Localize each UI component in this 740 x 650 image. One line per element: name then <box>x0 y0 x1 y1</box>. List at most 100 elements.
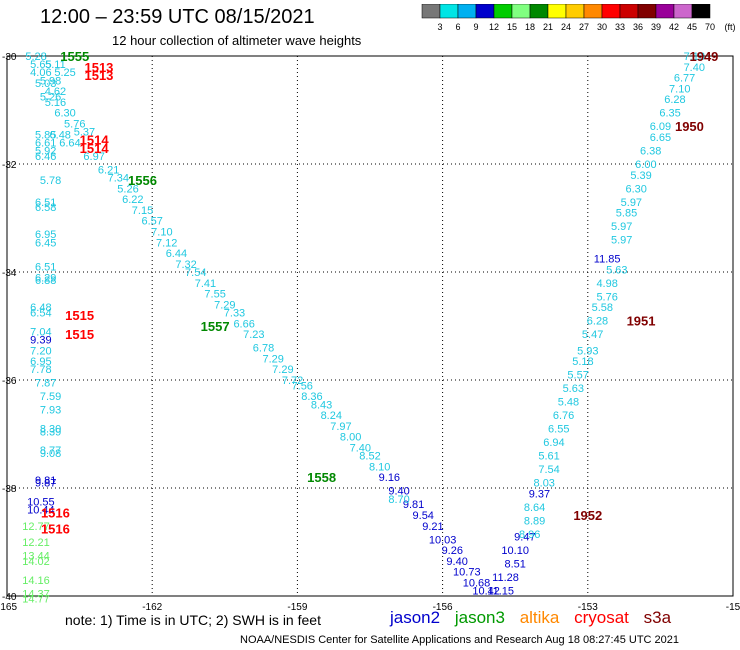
swh-value: 14.02 <box>22 556 50 568</box>
swh-value: 6.54 <box>30 308 51 320</box>
swh-value: 8.70 <box>388 494 409 506</box>
swh-value: 6.09 <box>650 121 671 133</box>
swh-value: 7.04 <box>30 326 51 338</box>
swh-value: 8.10 <box>369 461 390 473</box>
swh-value: 6.55 <box>548 424 569 436</box>
swh-value: 7.34 <box>108 173 129 185</box>
satellite-legend: jason2 jason3 altika cryosat s3a <box>390 608 681 628</box>
colorbar-label: 33 <box>615 22 625 32</box>
colorbar: 3 6 9 12 15 18 21 24 27 30 33 36 39 42 45 70 (ft) <box>421 4 736 32</box>
swh-value: 9.21 <box>422 521 443 533</box>
swh-value: 10.10 <box>501 545 529 557</box>
swh-value: 5.58 <box>592 302 613 314</box>
pass-label: 1515 <box>65 327 94 342</box>
swh-value: 5.61 <box>538 451 559 463</box>
swh-value: 5.97 <box>611 221 632 233</box>
swh-value: 10.03 <box>429 534 457 546</box>
pass-label: 1513 <box>84 60 113 75</box>
swh-value: 5.28 <box>25 51 46 63</box>
swh-value: 6.35 <box>659 108 680 120</box>
swh-value: 6.64 <box>59 137 80 149</box>
colorbar-label: 18 <box>525 22 535 32</box>
swh-value: 10.68 <box>463 578 491 590</box>
swh-value: 6.21 <box>98 164 119 176</box>
pass-label: 1514 <box>80 141 110 156</box>
swh-value: 7.40 <box>684 62 705 74</box>
swh-value: 5.93 <box>577 345 598 357</box>
colorbar-label: 3 <box>437 22 442 32</box>
pass-label: 1556 <box>128 173 157 188</box>
pass-label: 1951 <box>627 314 656 329</box>
swh-value: 8.64 <box>524 502 545 514</box>
swh-value: 5.25 <box>54 67 75 79</box>
swh-value: 6.78 <box>253 343 274 355</box>
swh-value: 7.55 <box>204 289 225 301</box>
swh-value: 10.73 <box>453 567 481 579</box>
lat-tick-label: -38 <box>2 484 17 495</box>
swh-value: 11.85 <box>594 254 621 266</box>
swh-value: 7.97 <box>330 421 351 433</box>
swh-value: 6.51 <box>35 197 56 209</box>
swh-value: 8.30 <box>40 424 61 436</box>
lon-tick-label: -153 <box>578 602 598 613</box>
legend-s3a: s3a <box>643 608 672 627</box>
pass-label: 1557 <box>201 319 230 334</box>
colorbar-label: 6 <box>455 22 460 32</box>
swh-value: 8.52 <box>359 451 380 463</box>
swh-value: 5.98 <box>40 75 61 87</box>
swh-value: 5.16 <box>45 97 66 109</box>
map-title: 12:00 – 23:59 UTC 08/15/2021 <box>40 6 315 28</box>
swh-value: 6.45 <box>35 237 56 249</box>
swh-value: 6.76 <box>553 410 574 422</box>
swh-value: 5.37 <box>74 127 95 139</box>
swh-value: 7.32 <box>175 259 196 271</box>
colorbar-label: 36 <box>633 22 643 32</box>
colorbar-label: 9 <box>473 22 478 32</box>
swh-value: 12.21 <box>22 537 50 549</box>
swh-value: 5.78 <box>40 175 61 187</box>
swh-value: 5.18 <box>572 356 593 368</box>
lat-tick-label: -30 <box>2 52 17 63</box>
swh-value: 6.00 <box>635 159 656 171</box>
swh-value: 6.48 <box>50 129 71 141</box>
swh-value: 6.65 <box>650 132 671 144</box>
swh-value: 6.22 <box>122 194 143 206</box>
swh-value: 7.41 <box>195 278 216 290</box>
swh-value: 5.11 <box>45 59 66 71</box>
colorbar-label: 27 <box>579 22 589 32</box>
swh-value: 8.43 <box>311 399 332 411</box>
swh-value: 6.28 <box>664 94 685 106</box>
swh-value: 10.55 <box>27 497 55 509</box>
swh-value: 5.85 <box>616 208 637 220</box>
legend-cryosat: cryosat <box>574 608 629 627</box>
swh-value: 4.06 <box>30 67 51 79</box>
colorbar-label: (ft) <box>725 22 736 32</box>
swh-value: 8.77 <box>40 445 61 457</box>
swh-value: 6.38 <box>640 146 661 158</box>
swh-value: 5.76 <box>596 291 617 303</box>
lon-tick-label: -15 <box>726 602 740 613</box>
colorbar-swatch <box>691 4 711 19</box>
swh-value: 7.15 <box>132 205 153 217</box>
lat-tick-label: -36 <box>2 376 17 387</box>
swh-value: 14.77 <box>22 594 50 606</box>
swh-value: 7.10 <box>151 227 172 239</box>
swh-value: 5.85 <box>35 129 56 141</box>
swh-value: 5.03 <box>35 78 56 90</box>
note-text: note: 1) Time is in UTC; 2) SWH is in fe… <box>65 612 321 628</box>
swh-value: 6.95 <box>35 229 56 241</box>
swh-value: 7.33 <box>224 308 245 320</box>
swh-value: 5.97 <box>621 197 642 209</box>
swh-value: 6.30 <box>54 108 75 120</box>
swh-value: 7.78 <box>30 364 51 376</box>
pass-label: 1516 <box>41 505 70 520</box>
swh-value: 7.59 <box>40 391 61 403</box>
swh-value: 8.51 <box>504 559 525 571</box>
swh-value: 7.40 <box>350 443 371 455</box>
swh-value: 6.46 <box>35 151 56 163</box>
swh-value: 8.24 <box>321 410 342 422</box>
colorbar-label: 21 <box>543 22 553 32</box>
swh-value: 8.03 <box>534 478 555 490</box>
swh-value: 7.10 <box>669 83 690 95</box>
swh-value: 9.37 <box>529 488 550 500</box>
